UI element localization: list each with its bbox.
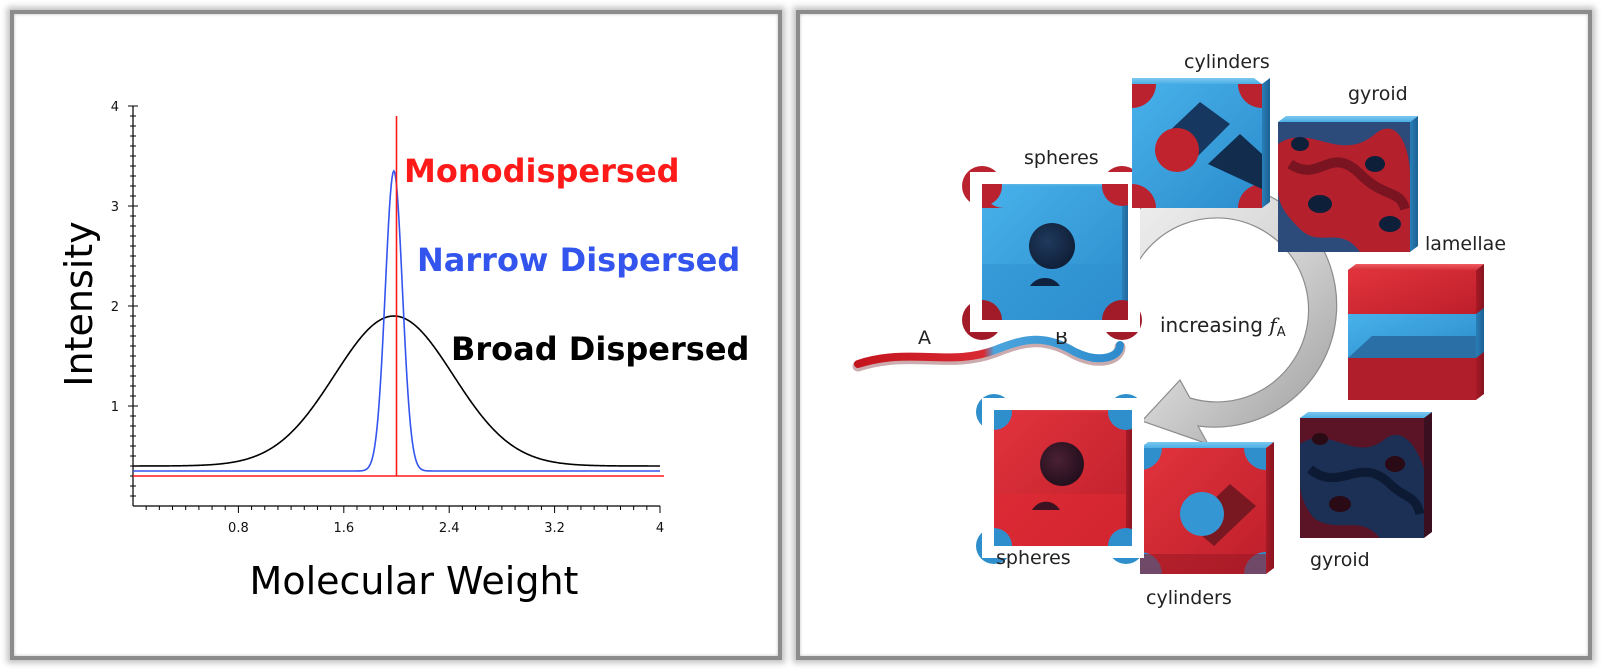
phase-label-cylinders-top: cylinders (1184, 51, 1270, 73)
broad-dispersed-label: Broad Dispersed (451, 330, 749, 368)
phase-cube-cylinders-red (1140, 442, 1274, 574)
block-copolymer-phase-panel: increasing fA A B spheres (796, 10, 1592, 660)
dispersity-chart: 0.8 1.6 2.4 3.2 4 1 2 3 4 Molecular Weight Inten… (57, 100, 749, 603)
x-tick-label: 4 (656, 521, 664, 536)
series-group (133, 116, 664, 477)
phase-label-gyroid-top: gyroid (1348, 83, 1408, 105)
phase-cube-cylinders-blue (1132, 78, 1270, 208)
dispersity-chart-panel: 0.8 1.6 2.4 3.2 4 1 2 3 4 Molecular Weight Inten… (10, 10, 782, 660)
tick-labels: 0.8 1.6 2.4 3.2 4 1 2 3 4 (111, 100, 664, 536)
x-axis-title: Molecular Weight (250, 559, 579, 603)
monodispersed-label: Monodispersed (404, 152, 680, 190)
phase-cube-lamellae (1348, 264, 1484, 400)
y-tick-label: 3 (111, 200, 119, 215)
y-tick-label: 4 (111, 100, 119, 115)
y-tick-label: 2 (111, 300, 119, 315)
phase-cube-spheres-red (976, 394, 1144, 564)
phase-label-cylinders-bottom: cylinders (1146, 587, 1232, 609)
y-axis-title: Intensity (57, 221, 101, 386)
phase-label-gyroid-bottom: gyroid (1310, 549, 1370, 571)
chart-axes (128, 105, 661, 513)
x-tick-label: 3.2 (544, 521, 565, 536)
phase-cube-spheres-blue (962, 166, 1142, 340)
diblock-copolymer-chain (852, 335, 1126, 372)
x-tick-label: 2.4 (439, 521, 460, 536)
phase-label-lamellae: lamellae (1425, 233, 1506, 255)
phase-label-spheres-top: spheres (1024, 147, 1099, 169)
series-monodispersed-line (133, 116, 664, 477)
minor-ticks (128, 105, 661, 513)
x-tick-label: 1.6 (333, 521, 354, 536)
x-tick-label: 0.8 (228, 521, 249, 536)
y-tick-label: 1 (111, 400, 119, 415)
block-b-label: B (1055, 327, 1068, 349)
block-a-label: A (918, 327, 931, 349)
phase-label-spheres-bottom: spheres (996, 547, 1071, 569)
narrow-dispersed-label: Narrow Dispersed (417, 241, 740, 279)
increasing-fraction-label: increasing fA (1160, 313, 1286, 340)
phase-cube-gyroid-dark (1300, 412, 1432, 538)
phase-diagram: increasing fA A B spheres (852, 51, 1506, 609)
phase-cube-gyroid-red (1278, 116, 1418, 252)
